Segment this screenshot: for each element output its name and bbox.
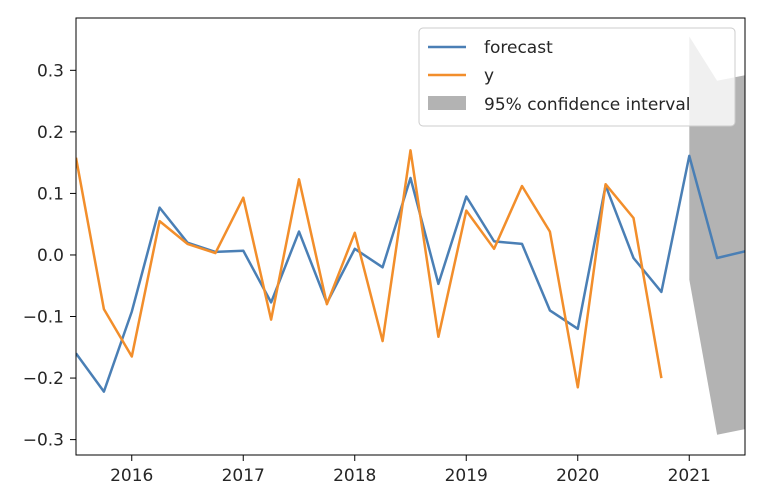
y-tick-label: −0.3 — [23, 431, 64, 451]
confidence-interval-layer — [689, 36, 745, 435]
series-layer — [76, 149, 745, 393]
y-tick-label: −0.2 — [23, 369, 64, 389]
legend-box — [418, 27, 736, 127]
legend-swatch-confidence-interval — [428, 96, 466, 110]
x-tick-label: 2019 — [445, 466, 488, 486]
confidence-interval-band — [689, 36, 745, 435]
x-tick-label: 2021 — [668, 466, 711, 486]
series-line-y — [76, 149, 663, 389]
x-tick-label: 2016 — [110, 466, 153, 486]
y-tick-label: −0.1 — [23, 308, 64, 328]
y-tick-label: 0.1 — [37, 184, 64, 204]
x-tick-label: 2018 — [333, 466, 376, 486]
legend-label-confidence-interval: 95% confidence interval — [484, 95, 690, 115]
legend: forecast y 95% confidence interval — [418, 27, 736, 127]
x-tick-label: 2017 — [222, 466, 265, 486]
y-tick-label: 0.0 — [37, 246, 64, 266]
x-tick-label: 2020 — [556, 466, 599, 486]
y-tick-label: 0.2 — [37, 123, 64, 143]
plot-frame — [75, 17, 746, 456]
y-axis: 0.3 0.2 0.1 0.0 −0.1 −0.2 −0.3 — [23, 61, 76, 451]
x-axis: 2016 2017 2018 2019 2020 2021 — [110, 455, 711, 486]
y-tick-label: 0.3 — [37, 61, 64, 81]
legend-label-forecast: forecast — [484, 38, 553, 58]
series-line-forecast — [76, 154, 745, 393]
legend-label-y: y — [484, 66, 494, 86]
